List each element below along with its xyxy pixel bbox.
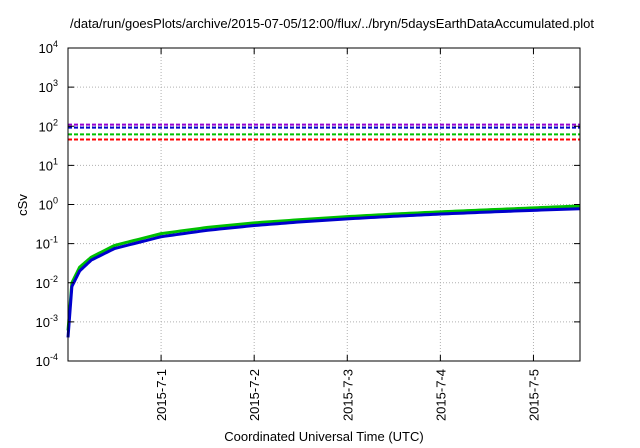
chart-title: /data/run/goesPlots/archive/2015-07-05/1… xyxy=(70,16,594,31)
y-tick-label: 103 xyxy=(39,78,58,95)
y-tick-exponent: 2 xyxy=(53,117,58,127)
x-tick-label: 2015-7-4 xyxy=(433,369,448,421)
y-tick-exponent: -3 xyxy=(50,313,58,323)
y-axis-label: cSv xyxy=(15,194,30,216)
y-tick-base: 10 xyxy=(36,237,50,252)
y-tick-base: 10 xyxy=(39,198,53,213)
y-tick-exponent: -4 xyxy=(50,352,58,362)
y-tick-exponent: 1 xyxy=(53,156,58,166)
y-tick-exponent: 4 xyxy=(53,39,58,49)
y-tick-label: 10-2 xyxy=(36,274,58,291)
y-tick-base: 10 xyxy=(36,354,50,369)
y-tick-exponent: 3 xyxy=(53,78,58,88)
grid xyxy=(68,48,580,361)
y-tick-label: 101 xyxy=(39,156,58,173)
y-tick-label: 10-4 xyxy=(36,352,58,369)
x-tick-label: 2015-7-2 xyxy=(247,369,262,421)
x-tick-label: 2015-7-1 xyxy=(154,369,169,421)
x-tick-label: 2015-7-5 xyxy=(526,369,541,421)
x-tick-label: 2015-7-3 xyxy=(340,369,355,421)
y-tick-label: 10-3 xyxy=(36,313,58,330)
series-lines xyxy=(66,204,581,338)
threshold-lines xyxy=(68,123,580,141)
y-tick-label: 10-1 xyxy=(36,235,58,252)
y-tick-label: 100 xyxy=(39,196,58,213)
series-line xyxy=(66,204,581,331)
series-line xyxy=(66,207,581,338)
y-tick-base: 10 xyxy=(39,80,53,95)
y-tick-label: 102 xyxy=(39,117,58,134)
y-tick-exponent: -2 xyxy=(50,274,58,284)
y-tick-base: 10 xyxy=(36,276,50,291)
x-axis: 2015-7-1 2015-7-2 2015-7-3 2015-7-4 2015-7-5 xyxy=(154,48,541,421)
y-tick-label: 104 xyxy=(39,39,58,56)
y-tick-exponent: 0 xyxy=(53,196,58,206)
y-tick-base: 10 xyxy=(39,119,53,134)
x-axis-label: Coordinated Universal Time (UTC) xyxy=(224,429,423,444)
y-tick-base: 10 xyxy=(39,158,53,173)
y-tick-base: 10 xyxy=(39,41,53,56)
y-tick-base: 10 xyxy=(36,315,50,330)
y-tick-exponent: -1 xyxy=(50,235,58,245)
